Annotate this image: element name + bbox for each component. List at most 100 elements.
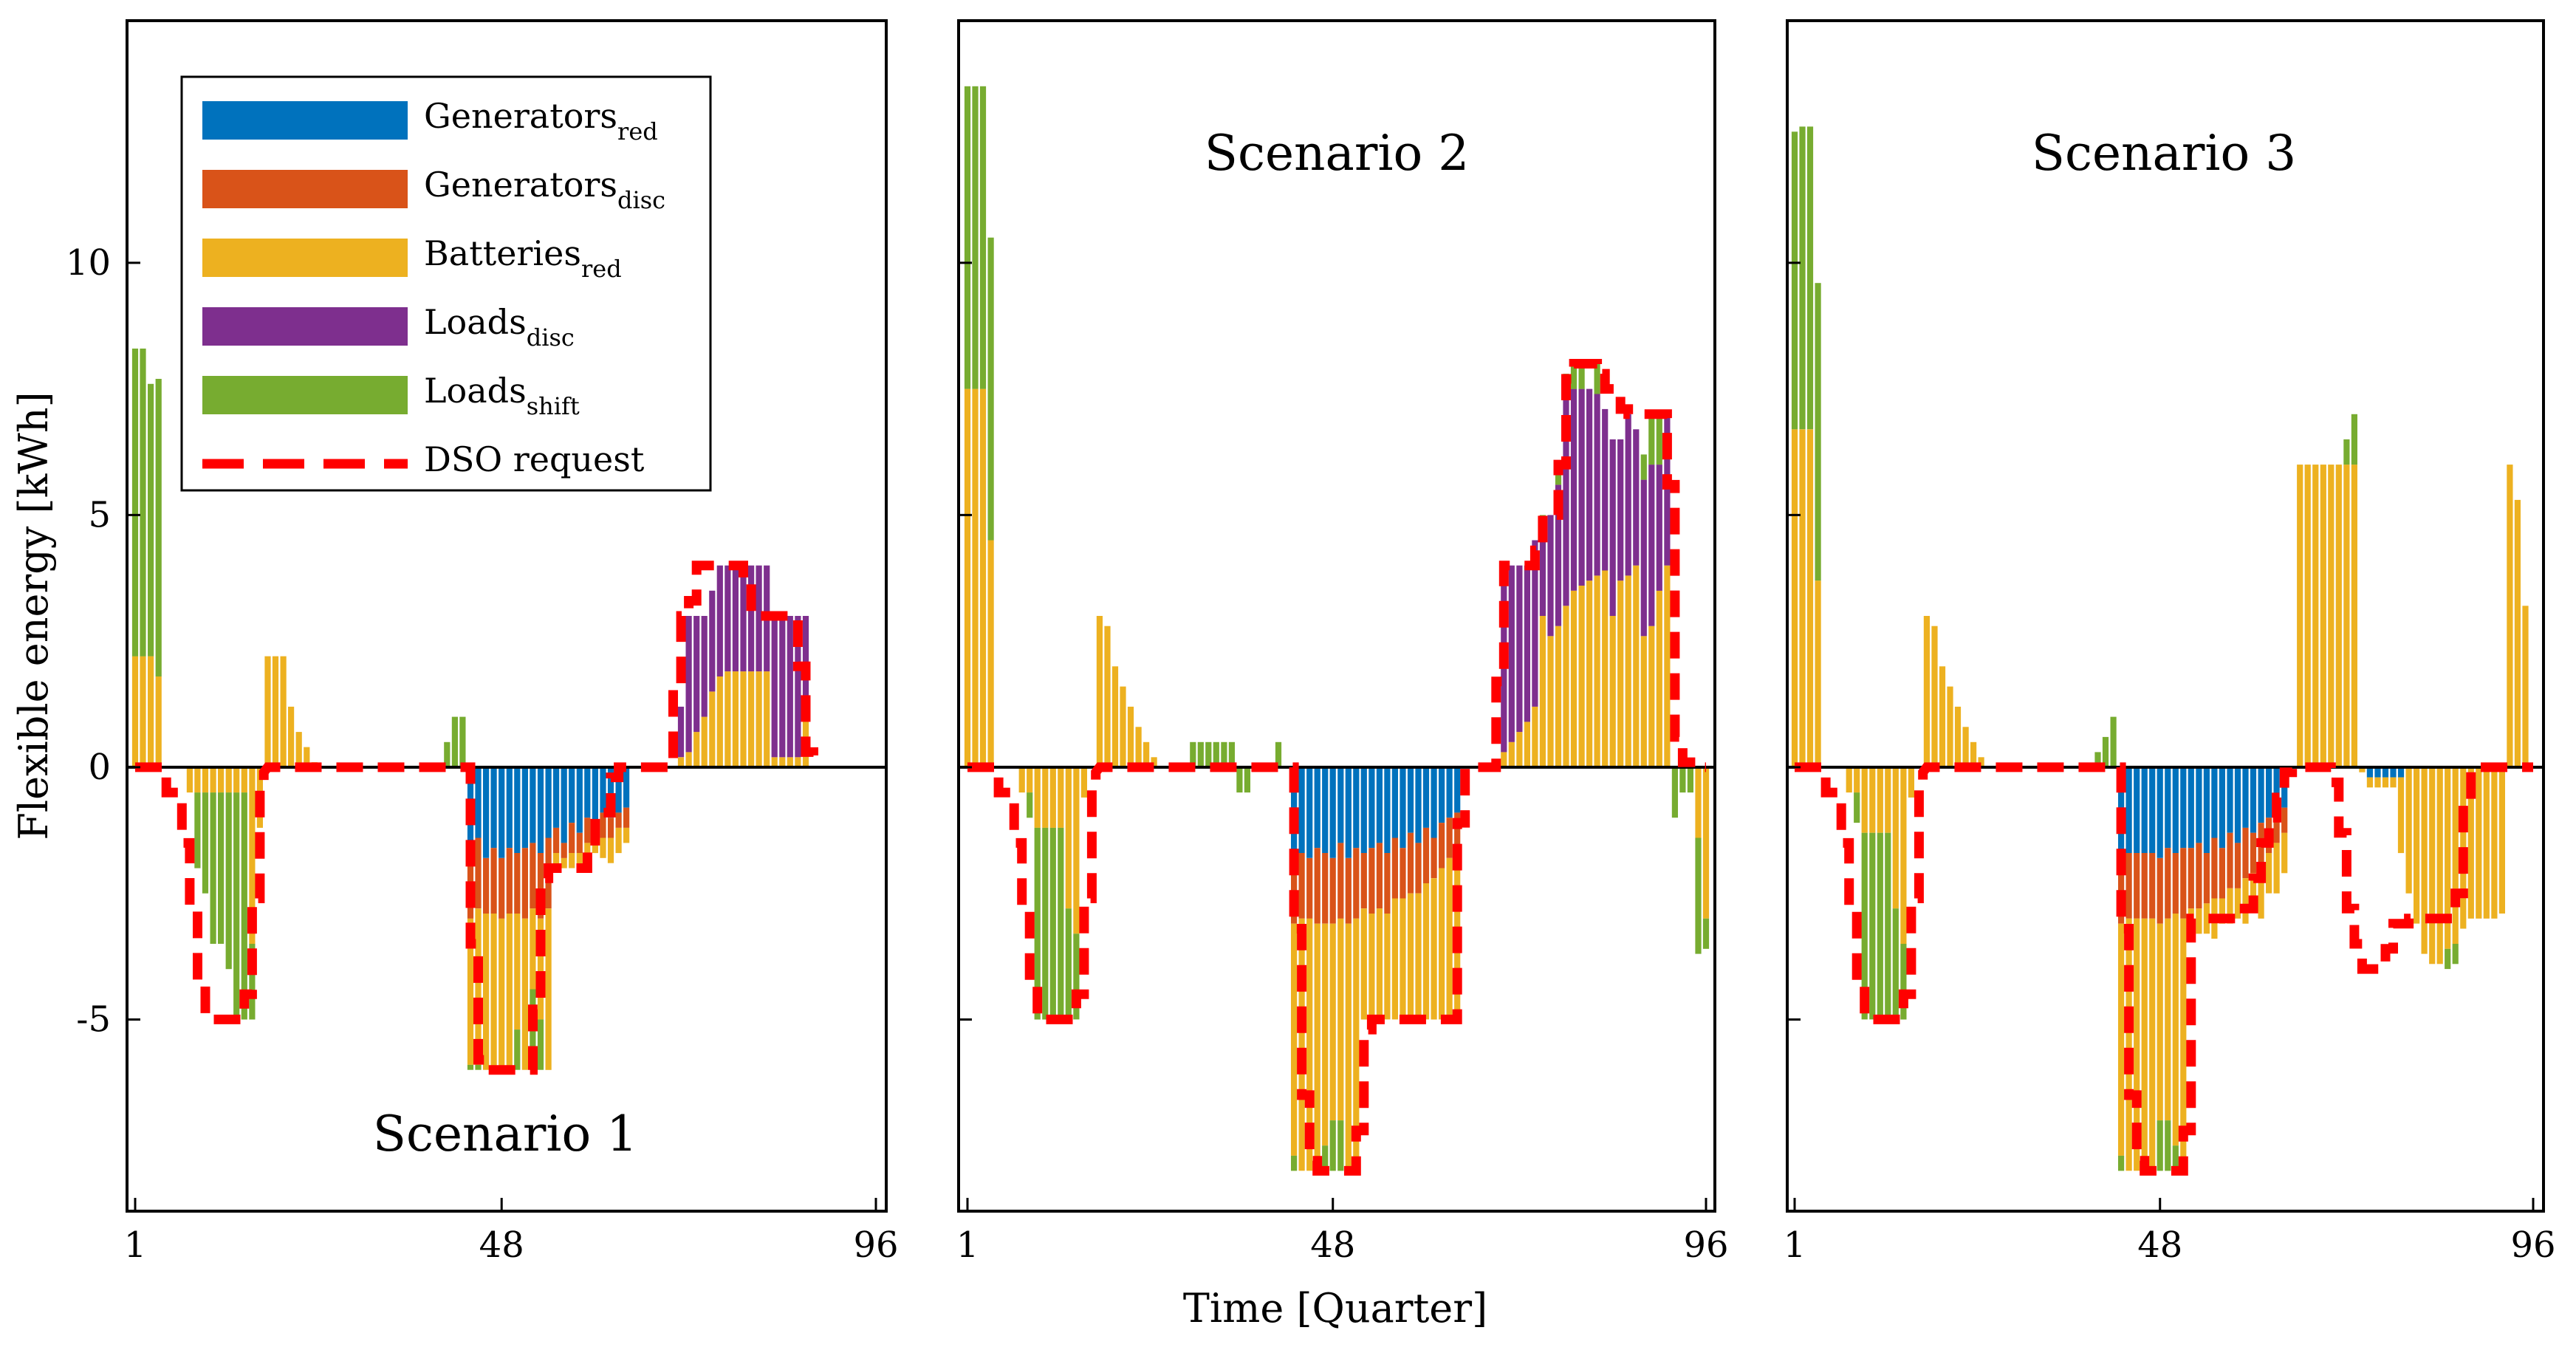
- bar-segment-loads-disc: [1648, 465, 1655, 626]
- bar-segment-loads-shift: [1228, 741, 1235, 767]
- bar-segment-loads-shift: [1815, 283, 1821, 581]
- bar-segment-gen-red: [475, 767, 482, 838]
- bar-segment-bat-red: [2522, 606, 2529, 767]
- bar-segment-gen-disc: [2211, 837, 2218, 899]
- bar-segment-gen-red: [2266, 767, 2272, 818]
- bar-segment-loads-disc: [1617, 439, 1624, 581]
- bar-segment-bat-red: [2203, 903, 2210, 934]
- bar-segment-gen-disc: [2242, 827, 2249, 879]
- bar-segment-bat-red: [553, 853, 560, 868]
- panel-title: Scenario 1: [373, 1106, 637, 1162]
- bar-segment-bat-red: [795, 757, 801, 767]
- bar-segment-gen-disc: [2234, 843, 2241, 888]
- bar-segment-loads-disc: [1609, 439, 1616, 616]
- bar-segment-bat-red: [288, 706, 295, 767]
- bar-segment-loads-shift: [241, 792, 247, 1020]
- bar-segment-bat-red: [1923, 616, 1930, 767]
- bar-segment-bat-red: [2366, 777, 2373, 788]
- y-tick-label: 0: [88, 747, 111, 788]
- y-axis-label: Flexible energy [kWh]: [10, 391, 57, 840]
- bar-segment-gen-red: [1337, 767, 1344, 843]
- bar-segment-bat-red: [1058, 767, 1064, 828]
- bar-segment-gen-disc: [1431, 837, 1437, 879]
- x-tick-label: 1: [1784, 1224, 1806, 1266]
- bar-segment-gen-red: [2141, 767, 2148, 853]
- bar-segment-gen-red: [576, 767, 583, 833]
- y-tick-label: -5: [76, 998, 111, 1040]
- bar-segment-loads-shift: [1861, 832, 1868, 1020]
- legend-item-gen-red: Generatorsred: [202, 96, 658, 145]
- bar-segment-bat-red: [1633, 565, 1640, 767]
- bar-segment-gen-red: [2211, 767, 2218, 838]
- bar-segment-bat-red: [1578, 586, 1585, 767]
- bar-segment-gen-red: [1439, 767, 1445, 823]
- bar-segment-bat-red: [2491, 767, 2498, 919]
- legend-swatch: [202, 101, 408, 140]
- bar-segment-loads-shift: [225, 792, 232, 970]
- bar-segment-gen-red: [2250, 767, 2257, 833]
- bar-segment-bat-red: [2157, 923, 2163, 1121]
- bar-segment-loads-shift: [979, 86, 987, 389]
- bar-segment-loads-disc: [685, 616, 692, 753]
- bar-segment-gen-red: [2382, 767, 2389, 778]
- bar-segment-gen-red: [1368, 767, 1375, 849]
- bar-segment-loads-shift: [1073, 933, 1080, 1020]
- bar-segment-bat-red: [2258, 863, 2264, 919]
- bar-segment-bat-red: [249, 767, 256, 944]
- bar-segment-loads-disc: [724, 565, 731, 672]
- bar-segment-bat-red: [155, 676, 162, 767]
- bar-segment-bat-red: [233, 767, 240, 793]
- bar-segment-bat-red: [1368, 914, 1375, 1020]
- bar-segment-bat-red: [1400, 898, 1406, 1020]
- bar-segment-bat-red: [2343, 465, 2350, 767]
- bar-segment-bat-red: [2234, 888, 2241, 919]
- x-tick-label: 48: [2137, 1224, 2182, 1266]
- bar-segment-bat-red: [972, 388, 979, 767]
- bar-segment-bat-red: [1376, 908, 1383, 1020]
- bar-segment-gen-red: [2273, 767, 2280, 813]
- bar-segment-loads-shift: [1854, 792, 1860, 823]
- bar-segment-bat-red: [140, 656, 146, 767]
- bar-segment-gen-disc: [467, 843, 474, 919]
- bar-segment-bat-red: [756, 671, 762, 767]
- bar-segment-loads-shift: [1570, 363, 1578, 389]
- legend-label: Generatorsred: [424, 96, 658, 145]
- bar-segment-bat-red: [1931, 626, 1938, 767]
- bar-segment-loads-shift: [1291, 1155, 1298, 1171]
- bar-segment-gen-disc: [521, 848, 528, 919]
- bar-segment-bat-red: [2134, 918, 2140, 1171]
- bar-segment-bat-red: [499, 918, 505, 1070]
- bar-segment-bat-red: [545, 908, 552, 1070]
- bar-segment-bat-red: [1947, 686, 1953, 767]
- bar-segment-bat-red: [623, 827, 630, 843]
- dso-request-line: [1795, 762, 2533, 1176]
- bar-segment-bat-red: [2436, 767, 2443, 964]
- x-tick-label: 96: [2510, 1224, 2555, 1266]
- bar-segment-loads-shift: [459, 716, 466, 767]
- bar-segment-bat-red: [748, 671, 755, 767]
- bar-segment-loads-disc: [756, 565, 762, 672]
- bar-segment-bat-red: [186, 767, 193, 793]
- bar-segment-bat-red: [264, 656, 271, 767]
- bar-segment-bat-red: [561, 857, 567, 868]
- x-tick-label: 96: [1683, 1224, 1728, 1266]
- bar-segment-gen-red: [553, 767, 560, 828]
- bar-segment-gen-disc: [2180, 848, 2187, 919]
- bar-segment-loads-disc: [1563, 388, 1569, 606]
- bar-segment-gen-disc: [1337, 843, 1344, 919]
- bar-segment-bat-red: [2390, 777, 2397, 788]
- dso-request-line: [135, 561, 818, 1075]
- dso-request-line: [967, 359, 1706, 1176]
- bar-segment-loads-shift: [140, 349, 146, 657]
- bar-segment-loads-shift: [1244, 767, 1250, 793]
- bar-segment-bat-red: [2165, 918, 2171, 1120]
- bar-segment-bat-red: [1065, 767, 1072, 909]
- bar-segment-loads-shift: [2172, 1145, 2179, 1171]
- bar-segment-loads-shift: [1656, 414, 1662, 465]
- bar-segment-loads-shift: [233, 792, 240, 1020]
- bar-segment-loads-shift: [1791, 131, 1798, 430]
- legend-label: Batteriesred: [424, 233, 622, 283]
- bar-segment-loads-shift: [1869, 832, 1876, 1020]
- bar-segment-loads-disc: [1625, 414, 1631, 576]
